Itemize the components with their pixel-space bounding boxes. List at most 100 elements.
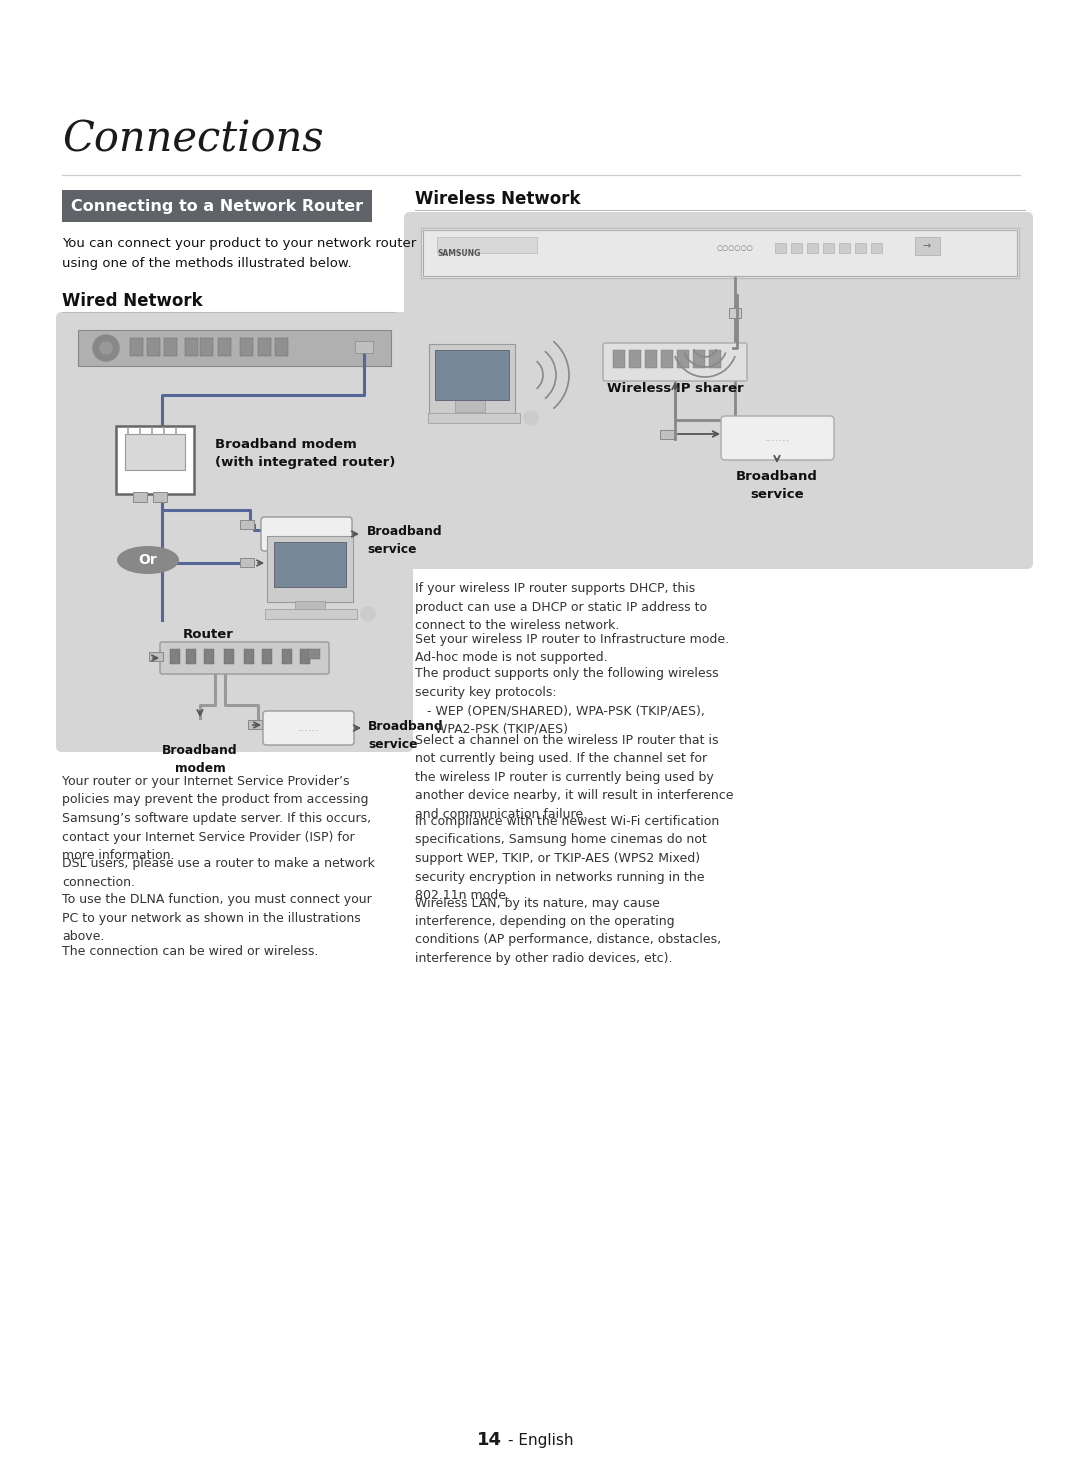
Text: Select a channel on the wireless IP router that is
not currently being used. If : Select a channel on the wireless IP rout… [415,734,733,821]
FancyBboxPatch shape [78,330,391,365]
FancyBboxPatch shape [62,189,372,222]
Bar [274,541,346,587]
Text: Or: Or [138,553,158,566]
Bar [915,237,940,254]
Text: Broadband modem: Broadband modem [215,438,356,451]
FancyBboxPatch shape [404,211,1032,569]
Bar [262,649,272,664]
Bar [455,399,485,413]
Text: (with integrated router): (with integrated router) [215,456,395,469]
Bar [265,609,357,620]
Circle shape [361,606,375,621]
Text: Broadband
modem: Broadband modem [162,744,238,775]
Bar [240,558,254,566]
Bar [240,339,253,356]
Bar [149,652,163,661]
Bar [244,649,254,664]
Bar [147,339,160,356]
Text: In compliance with the newest Wi-Fi certification
specifications, Samsung home c: In compliance with the newest Wi-Fi cert… [415,815,719,902]
Text: →: → [923,241,931,251]
Text: Broadband
service: Broadband service [367,525,443,556]
Bar [729,308,741,318]
Bar [708,351,721,368]
FancyBboxPatch shape [261,518,352,552]
FancyBboxPatch shape [603,343,747,382]
Bar [164,339,177,356]
Bar [248,720,262,729]
Text: Broadband
service: Broadband service [368,720,444,751]
Text: - English: - English [508,1433,573,1448]
Circle shape [100,342,112,353]
Bar [870,243,882,253]
Text: The product supports only the following wireless
security key protocols:
   - WE: The product supports only the following … [415,667,718,737]
Bar [300,649,310,664]
Bar [855,243,866,253]
Bar [661,351,673,368]
Text: Connections: Connections [62,118,324,160]
FancyBboxPatch shape [160,642,329,674]
Text: Wireless LAN, by its nature, may cause
interference, depending on the operating
: Wireless LAN, by its nature, may cause i… [415,896,721,964]
Bar [775,243,786,253]
Bar [170,649,180,664]
Circle shape [524,411,538,424]
FancyBboxPatch shape [721,416,834,460]
FancyBboxPatch shape [264,711,354,745]
Ellipse shape [117,546,179,574]
Bar [282,649,292,664]
Bar [186,649,195,664]
Bar [275,339,288,356]
Text: Wireless IP sharer: Wireless IP sharer [607,382,743,395]
Bar [204,649,214,664]
Bar [258,339,271,356]
Text: Your router or your Internet Service Provider’s
policies may prevent the product: Your router or your Internet Service Pro… [62,775,372,862]
Bar [823,243,834,253]
Text: .......: ....... [765,433,789,444]
Bar [428,413,519,423]
Bar [791,243,802,253]
Bar [629,351,642,368]
Bar [224,649,234,664]
Bar [839,243,850,253]
Bar [677,351,689,368]
Bar [613,351,625,368]
FancyBboxPatch shape [116,426,194,494]
Text: ○○○○○○: ○○○○○○ [717,246,754,251]
Text: If your wireless IP router supports DHCP, this
product can use a DHCP or static : If your wireless IP router supports DHCP… [415,583,707,632]
Bar [435,351,509,399]
Text: You can connect your product to your network router
using one of the methods ill: You can connect your product to your net… [62,237,416,269]
Text: ......: ...... [298,723,320,734]
Bar [240,521,254,529]
Text: DSL users, please use a router to make a network
connection.: DSL users, please use a router to make a… [62,858,375,889]
Circle shape [93,336,119,361]
Bar [645,351,657,368]
Text: Set your wireless IP router to Infrastructure mode.
Ad-hoc mode is not supported: Set your wireless IP router to Infrastru… [415,633,729,664]
Bar [125,433,185,470]
FancyBboxPatch shape [56,312,413,751]
Bar [200,339,213,356]
Bar [308,649,320,660]
Text: SAMSUNG: SAMSUNG [437,248,481,257]
Text: Wired Network: Wired Network [62,291,203,311]
Text: The connection can be wired or wireless.: The connection can be wired or wireless. [62,945,319,958]
Bar [295,600,325,609]
Bar [437,237,537,253]
FancyBboxPatch shape [421,228,1020,278]
Bar [693,351,705,368]
Bar [153,493,167,501]
Text: To use the DLNA function, you must connect your
PC to your network as shown in t: To use the DLNA function, you must conne… [62,893,372,944]
FancyBboxPatch shape [429,345,515,414]
Text: Connecting to a Network Router: Connecting to a Network Router [71,198,363,213]
Text: Broadband
service: Broadband service [737,470,818,501]
Bar [185,339,198,356]
Bar [130,339,143,356]
Text: ......: ...... [296,529,318,538]
Bar [660,430,674,439]
Text: Wireless Network: Wireless Network [415,189,581,209]
FancyBboxPatch shape [267,535,353,602]
Bar [218,339,231,356]
Bar [355,342,373,353]
Text: Router: Router [183,629,233,640]
Bar [133,493,147,501]
Bar [807,243,818,253]
Text: 14: 14 [477,1432,502,1449]
